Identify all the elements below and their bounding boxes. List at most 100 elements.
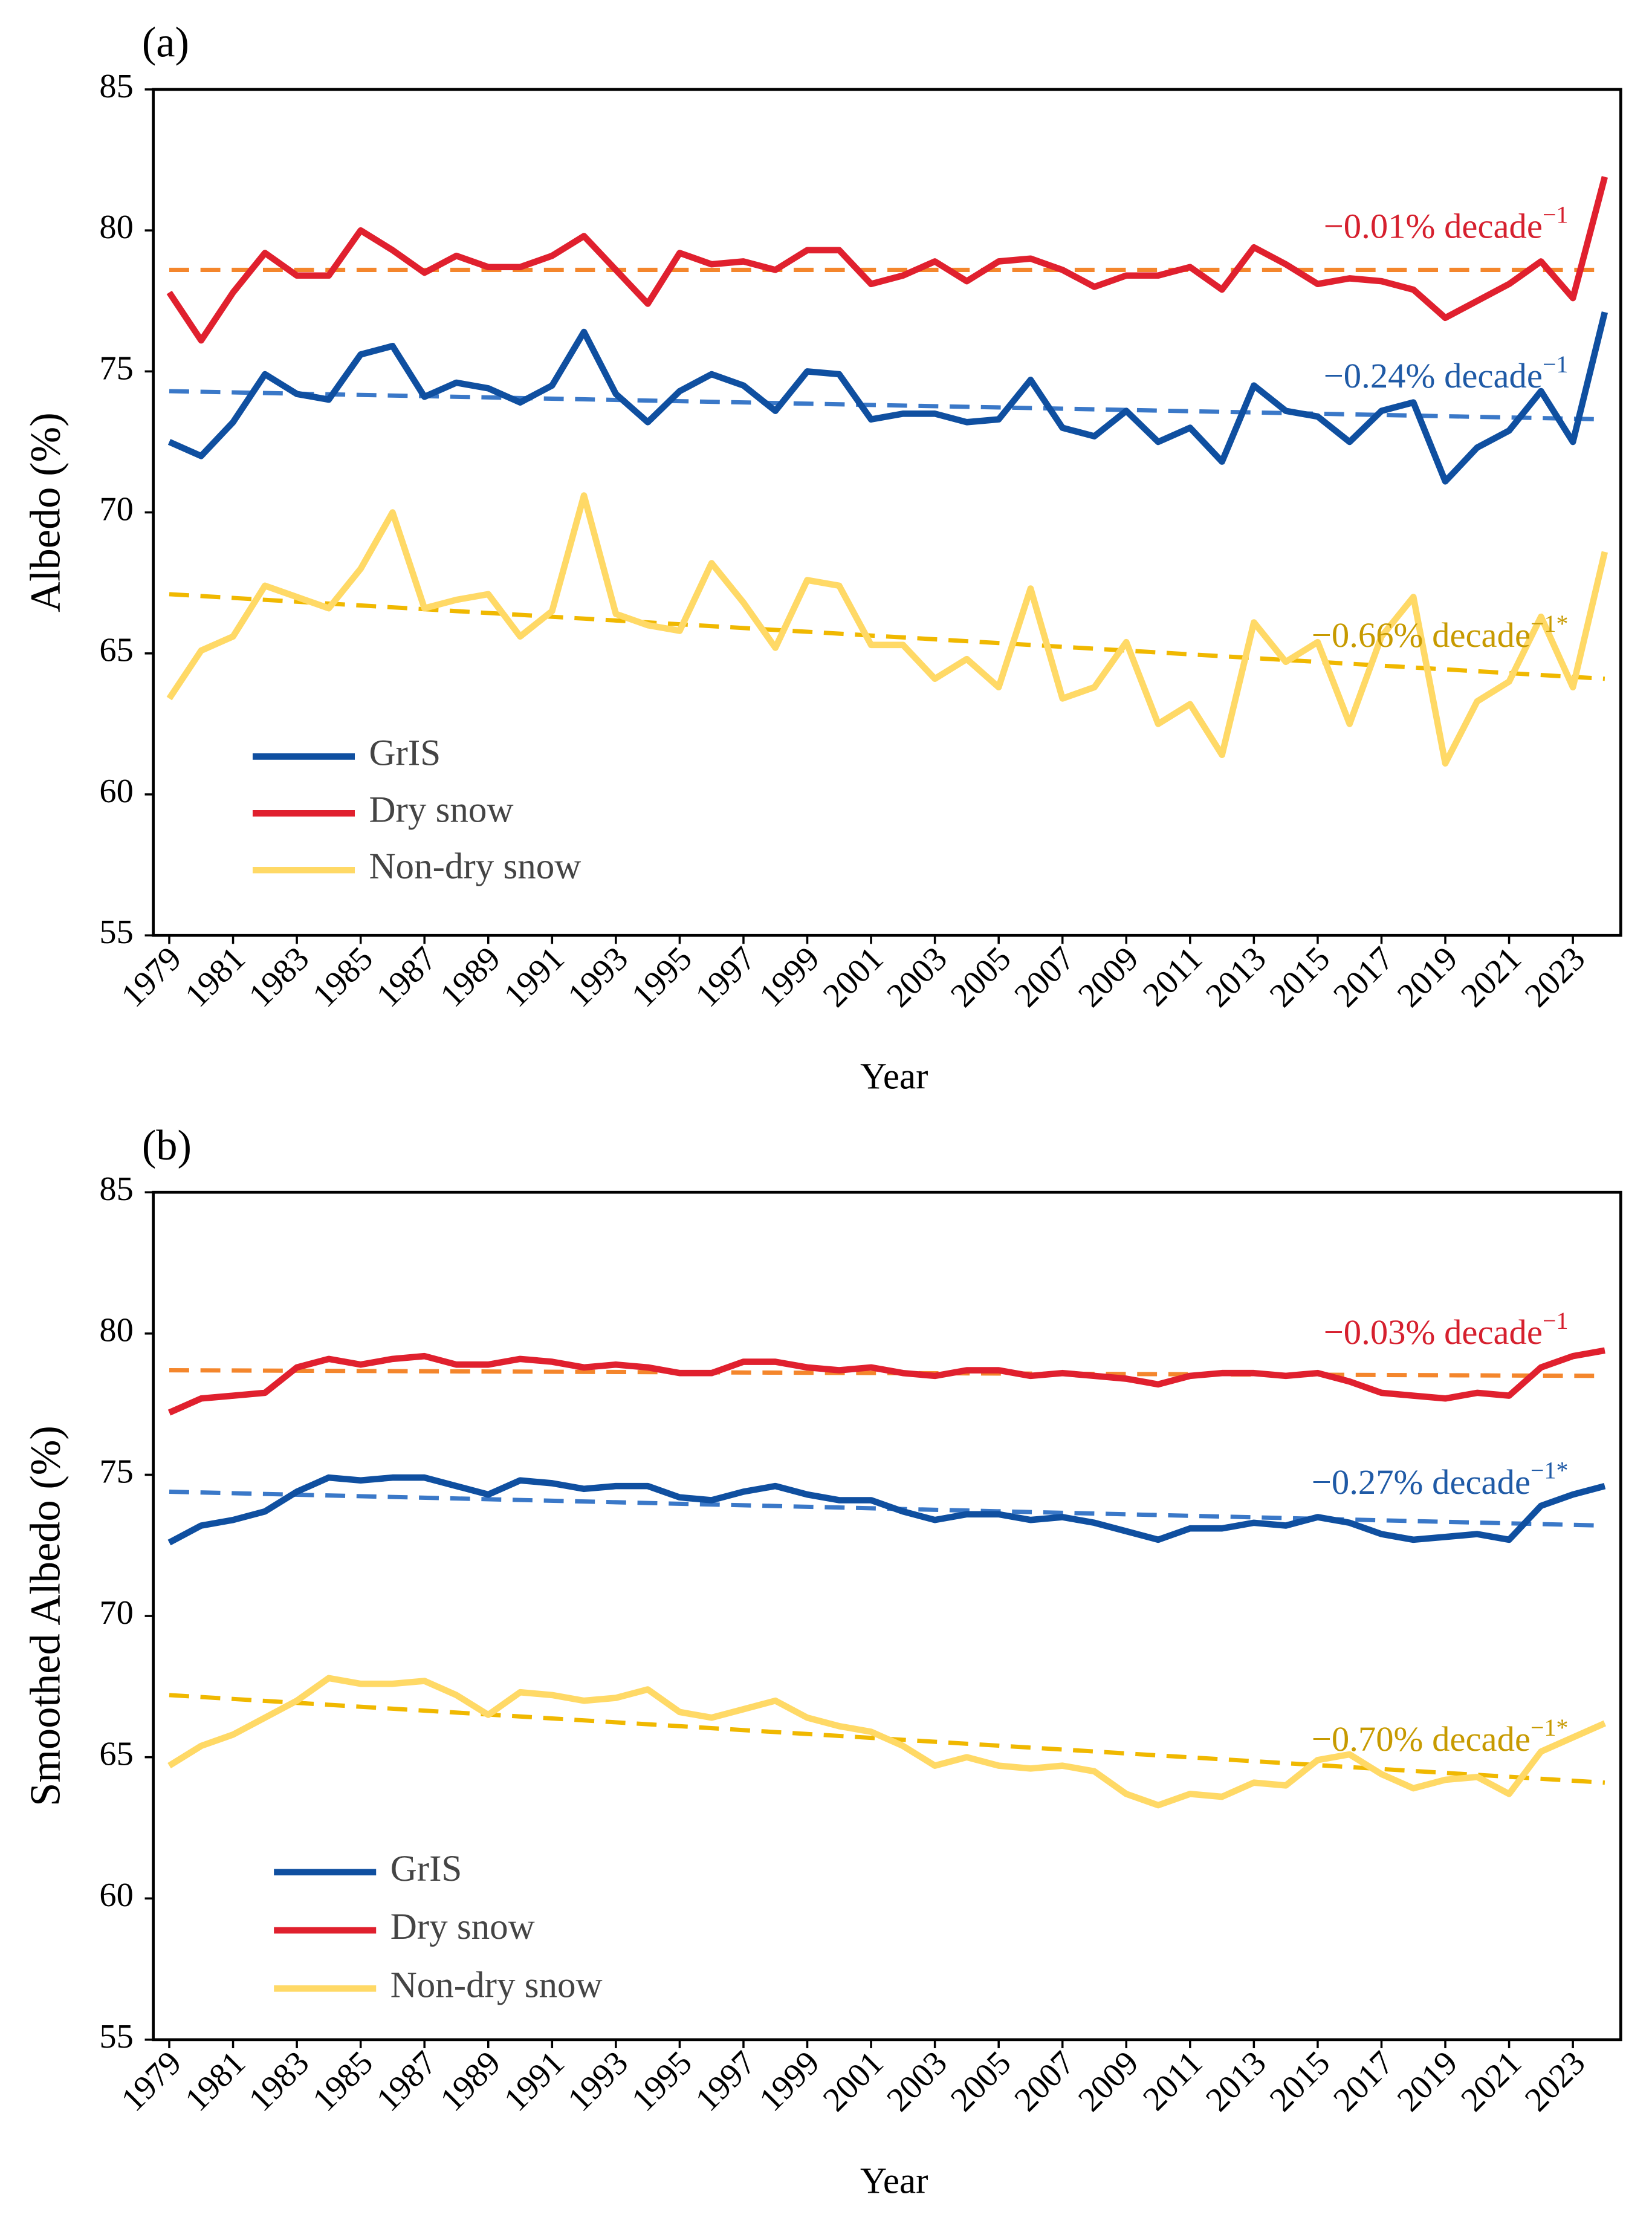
plot-frame	[152, 88, 1622, 937]
series-line	[166, 492, 1608, 767]
trend-label-sup: −1	[1543, 351, 1568, 378]
trend-label: −0.01% decade−1	[1324, 201, 1569, 246]
trend-line	[169, 389, 1605, 422]
trend-label: −0.24% decade−1	[1324, 351, 1569, 395]
trend-line	[169, 1368, 1605, 1378]
x-tick-label: 2005	[944, 2044, 1019, 2119]
x-tick-label: 2005	[944, 940, 1019, 1015]
trend-label: −0.70% decade−1*	[1312, 1714, 1569, 1759]
x-tick-label: 2023	[1518, 940, 1593, 1015]
x-tick-label: 2021	[1454, 2044, 1529, 2119]
y-tick-label: 65	[99, 1736, 133, 1773]
trend-label-text: −0.03% decade	[1324, 1313, 1543, 1352]
x-tick-label: 2009	[1071, 940, 1146, 1015]
x-tick-label: 2011	[1136, 940, 1210, 1014]
x-tick-label: 1985	[306, 2044, 381, 2119]
y-tick-label: 80	[99, 1312, 133, 1349]
x-tick-label: 2003	[880, 2044, 955, 2119]
x-tick-label: 2003	[880, 940, 955, 1015]
x-tick-label: 2013	[1199, 940, 1274, 1015]
x-tick-label: 2017	[1326, 940, 1401, 1015]
trend-label-sup: −1*	[1531, 610, 1568, 637]
x-tick-label: 1993	[561, 2044, 636, 2119]
legend-label: GrIS	[390, 1849, 462, 1889]
x-tick-label: 2001	[816, 2044, 891, 2119]
x-tick-label: 1997	[688, 940, 763, 1015]
y-tick-label: 55	[99, 913, 133, 951]
x-tick-label: 2013	[1199, 2044, 1274, 2119]
x-tick-label: 2019	[1390, 940, 1465, 1015]
trend-label-text: −0.70% decade	[1312, 1719, 1531, 1759]
y-tick-label: 60	[99, 773, 133, 810]
x-tick-label: 1981	[178, 940, 253, 1015]
y-tick-label: 75	[99, 1453, 133, 1490]
legend-label: GrIS	[369, 733, 441, 773]
x-tick-label: 1981	[178, 2044, 253, 2119]
x-tick-label: 1999	[752, 2044, 827, 2119]
y-axis-label: Albedo (%)	[22, 412, 69, 612]
series-line	[166, 176, 1608, 344]
x-axis-label: Year	[860, 2161, 928, 2201]
x-tick-label: 2019	[1390, 2044, 1465, 2119]
trend-label-text: −0.24% decade	[1324, 356, 1543, 395]
y-tick-label: 65	[99, 632, 133, 669]
series-line	[167, 1347, 1605, 1416]
series-line	[167, 1675, 1607, 1809]
x-tick-label: 2007	[1008, 940, 1083, 1015]
x-tick-label: 2007	[1008, 2044, 1083, 2119]
trend-label-text: −0.27% decade	[1312, 1462, 1531, 1502]
y-axis-label: Smoothed Albedo (%)	[22, 1426, 69, 1806]
x-tick-label: 2001	[816, 940, 891, 1015]
legend-label: Dry snow	[390, 1907, 535, 1947]
trend-label-text: −0.66% decade	[1312, 616, 1531, 655]
x-tick-label: 2015	[1263, 2044, 1338, 2119]
legend-label: Non-dry snow	[369, 846, 581, 887]
x-axis-label: Year	[860, 1057, 928, 1097]
trend-label: −0.27% decade−1*	[1312, 1457, 1569, 1502]
trend-line	[169, 1489, 1605, 1528]
x-tick-label: 1985	[306, 940, 381, 1015]
y-tick-label: 70	[99, 490, 133, 528]
series-line	[167, 311, 1608, 485]
x-tick-label: 1989	[433, 2044, 508, 2119]
y-tick-label: 60	[99, 1877, 133, 1914]
trend-label: −0.66% decade−1*	[1312, 610, 1569, 655]
x-tick-label: 2023	[1518, 2044, 1593, 2119]
plot-frame	[152, 1190, 1622, 2042]
trend-label-sup: −1*	[1531, 1714, 1568, 1741]
x-tick-label: 2017	[1326, 2044, 1401, 2119]
x-tick-label: 1989	[433, 940, 508, 1015]
x-tick-label: 1993	[561, 940, 636, 1015]
panel-label: (a)	[142, 19, 189, 67]
trend-label-sup: −1	[1543, 1307, 1568, 1334]
series-line	[167, 1474, 1606, 1546]
trend-label: −0.03% decade−1	[1324, 1307, 1569, 1352]
y-tick-label: 55	[99, 2018, 133, 2055]
x-tick-label: 1987	[369, 940, 444, 1015]
x-tick-label: 1991	[497, 940, 572, 1015]
y-tick-label: 75	[99, 349, 133, 387]
y-tick-label: 85	[99, 1170, 133, 1208]
y-tick-label: 85	[99, 68, 133, 105]
y-tick-label: 70	[99, 1594, 133, 1632]
x-tick-label: 1983	[242, 940, 317, 1015]
legend-label: Non-dry snow	[390, 1965, 603, 2005]
x-tick-label: 2009	[1071, 2044, 1146, 2119]
trend-label-sup: −1*	[1531, 1457, 1568, 1484]
x-tick-label: 1987	[369, 2044, 444, 2119]
x-tick-label: 2021	[1454, 940, 1529, 1015]
x-tick-label: 1983	[242, 2044, 317, 2119]
x-tick-label: 1995	[624, 2044, 699, 2119]
trend-label-text: −0.01% decade	[1324, 207, 1543, 246]
x-tick-label: 2011	[1136, 2044, 1210, 2118]
x-tick-label: 1997	[688, 2044, 763, 2119]
x-tick-label: 1999	[752, 940, 827, 1015]
trend-label-sup: −1	[1543, 201, 1568, 229]
x-tick-label: 2015	[1263, 940, 1338, 1015]
x-tick-label: 1995	[624, 940, 699, 1015]
legend-label: Dry snow	[369, 790, 513, 830]
trend-line	[169, 592, 1605, 681]
y-tick-label: 80	[99, 209, 133, 246]
